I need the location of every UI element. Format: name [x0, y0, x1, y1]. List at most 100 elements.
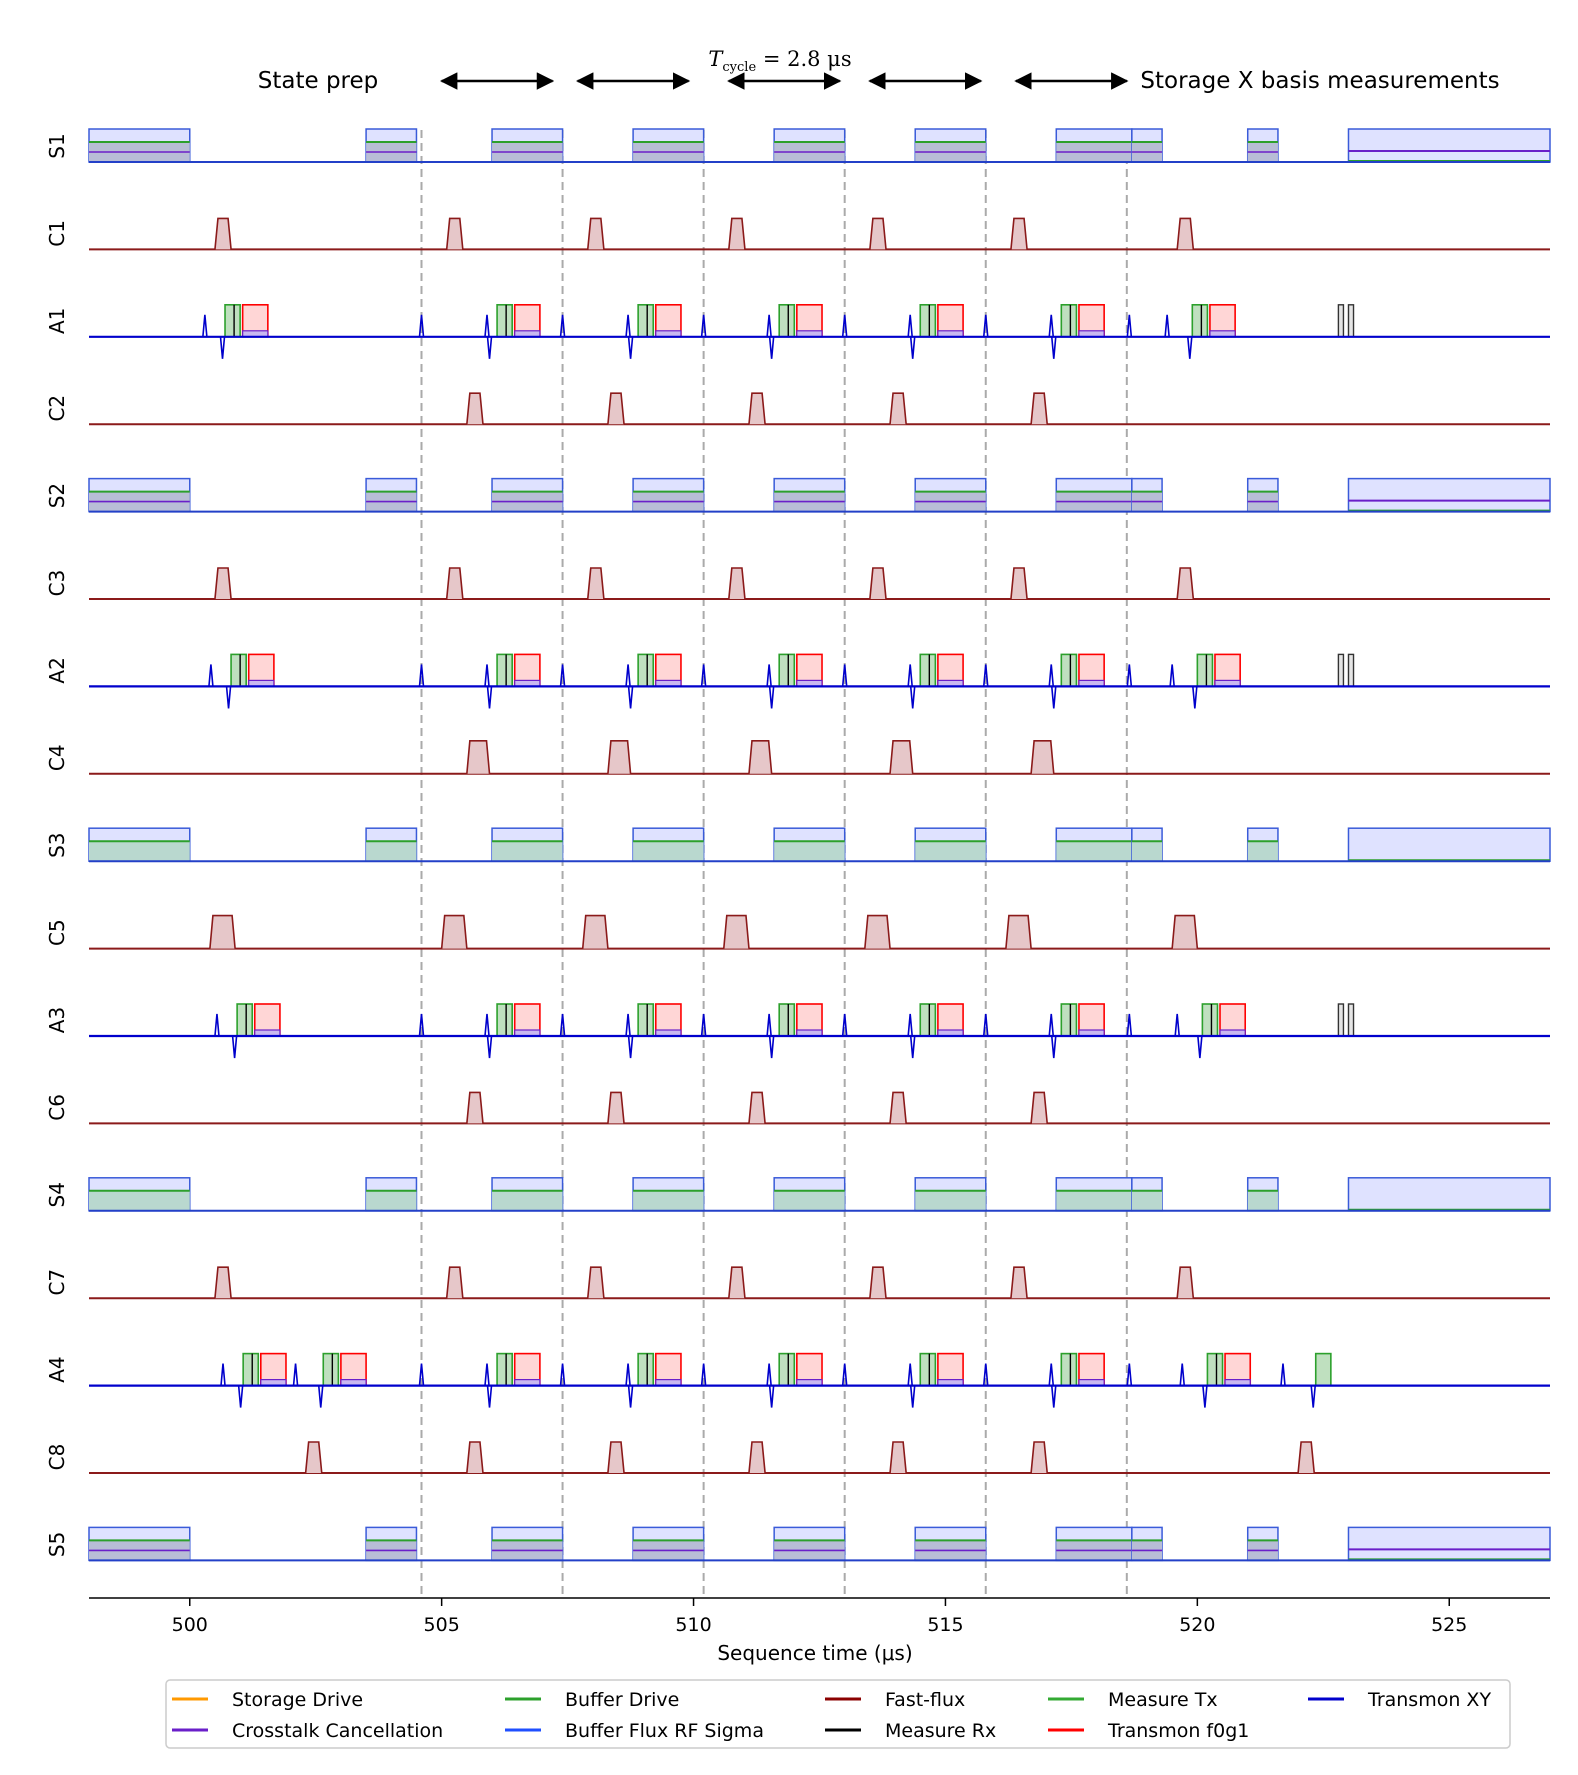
transmon-xy-pulse: [1126, 1013, 1133, 1037]
measure-tx-block: [637, 653, 655, 688]
transmon-xy-pulse: [418, 1013, 425, 1037]
transmon-xy-pulse: [202, 314, 208, 337]
transmon-xy-pulse: [1126, 1363, 1133, 1386]
channel-s4: S4: [45, 1177, 1551, 1212]
fast-flux-pulse: [607, 740, 632, 774]
measure-tx-block: [1060, 303, 1078, 338]
buffer-drive-fill: [492, 1190, 563, 1211]
transmon-xy-pulse: [418, 664, 425, 687]
measure-tx-block: [322, 1352, 340, 1387]
fast-flux-pulse: [445, 567, 464, 600]
legend-label: Crosstalk Cancellation: [232, 1720, 443, 1742]
transmon-xy-pulse: [766, 1363, 772, 1386]
transmon-xy-pulse: [909, 1385, 916, 1408]
fast-flux-pulse: [869, 217, 887, 250]
transmon-xy-pulse: [486, 686, 493, 709]
transmon-xy-pulse: [1050, 336, 1057, 359]
channel-c5: C5: [45, 914, 1550, 950]
transmon-xy-pulse: [1174, 1013, 1180, 1037]
transmon-xy-pulse: [1192, 686, 1198, 709]
buffer-drive-fill: [633, 841, 704, 862]
transmon-xy-pulse: [982, 1363, 989, 1386]
fast-flux-pulse: [581, 914, 609, 949]
measure-tx-block: [778, 1352, 796, 1387]
cycle-annotations: State prep Storage X basis measurements …: [258, 47, 1500, 94]
fast-flux-pulse: [214, 567, 232, 600]
legend-label: Measure Tx: [1108, 1689, 1218, 1711]
buffer-drive-fill: [89, 1190, 190, 1211]
measure-tx-block: [236, 1003, 254, 1037]
channel-s3: S3: [45, 827, 1551, 863]
buffer-drive-fill: [1056, 1190, 1132, 1211]
transmon-xy-pulse: [982, 1013, 989, 1037]
transmon-xy-pulse: [486, 1385, 493, 1408]
channel-s2: S2: [45, 477, 1551, 513]
transmon-xy-pulse: [486, 336, 493, 359]
x-tick-label: 520: [1179, 1614, 1215, 1636]
measure-tx-block: [637, 1352, 655, 1387]
channel-s5: S5: [45, 1526, 1551, 1562]
measure-tx-block: [778, 653, 796, 688]
x-axis-label: Sequence time (μs): [717, 1641, 912, 1665]
measure-rx-block: [1347, 653, 1355, 688]
x-axis: 500 505 510 515 520 525: [89, 1597, 1550, 1636]
fast-flux-pulse: [586, 217, 605, 250]
buffer-drive-fill: [366, 841, 417, 862]
fast-flux-pulse: [1171, 914, 1199, 949]
transmon-xy-pulse: [627, 1035, 634, 1059]
transmon-xy-pulse: [766, 314, 772, 337]
measure-tx-block: [496, 1003, 513, 1037]
transmon-xy-pulse: [768, 686, 775, 709]
buffer-drive-fill: [1247, 1190, 1278, 1211]
fast-flux-pulse: [864, 914, 891, 949]
measure-tx-block: [778, 1003, 796, 1037]
buffer-drive-fill: [774, 841, 845, 862]
channel-label: S1: [45, 133, 69, 158]
transmon-xy-pulse: [559, 1363, 566, 1386]
measure-rx-block: [1337, 653, 1345, 688]
transmon-xy-pulse: [1186, 336, 1193, 359]
cycle-time-label: Tcycle = 2.8 μs: [708, 47, 851, 75]
measure-tx-block: [1206, 1352, 1224, 1387]
measure-tx-block: [919, 653, 937, 688]
measure-tx-block: [637, 303, 655, 338]
fast-flux-pulse: [586, 1266, 605, 1299]
buffer-flux-window: [1347, 477, 1551, 513]
transmon-xy-pulse: [768, 1385, 775, 1408]
fast-flux-pulse: [1030, 1441, 1049, 1474]
channel-s1: S1: [45, 128, 1551, 163]
fast-flux-pulse: [869, 567, 887, 600]
channel-label: A2: [45, 657, 69, 683]
channel-c1: C1: [45, 217, 1550, 251]
measure-tx-block: [1201, 1003, 1219, 1037]
transmon-xy-pulse: [909, 1035, 916, 1059]
x-tick-label: 515: [927, 1614, 963, 1636]
transmon-xy-pulse: [841, 664, 848, 687]
legend: Storage Drive Crosstalk Cancellation Buffe…: [165, 1679, 1511, 1749]
transmon-xy-pulse: [841, 1363, 848, 1386]
transmon-xy-pulse: [1197, 1035, 1203, 1059]
transmon-xy-pulse: [1126, 314, 1133, 337]
transmon-xy-pulse: [1280, 1363, 1286, 1386]
transmon-xy-pulse: [907, 1013, 913, 1037]
transmon-xy-pulse: [1169, 664, 1175, 687]
x-tick-label: 500: [172, 1614, 208, 1636]
legend-box: [165, 1679, 1511, 1749]
transmon-xy-pulse: [909, 336, 916, 359]
transmon-xy-pulse: [231, 1035, 238, 1059]
buffer-flux-window: [1347, 128, 1551, 163]
state-prep-label: State prep: [258, 68, 379, 94]
transmon-xy-pulse: [907, 664, 913, 687]
fast-flux-pulse: [748, 392, 766, 425]
transmon-xy-pulse: [700, 314, 707, 337]
channel-label: S5: [45, 1532, 69, 1557]
fast-flux-pulse: [1030, 392, 1049, 425]
x-tick-label: 510: [675, 1614, 711, 1636]
buffer-flux-window: [1347, 827, 1551, 862]
fast-flux-pulse: [214, 217, 232, 250]
cycle-boundary-lines: [420, 130, 1128, 1598]
fast-flux-pulse: [722, 914, 750, 949]
transmon-xy-pulse: [484, 314, 490, 337]
transmon-xy-pulse: [208, 664, 214, 687]
transmon-xy-pulse: [627, 336, 634, 359]
